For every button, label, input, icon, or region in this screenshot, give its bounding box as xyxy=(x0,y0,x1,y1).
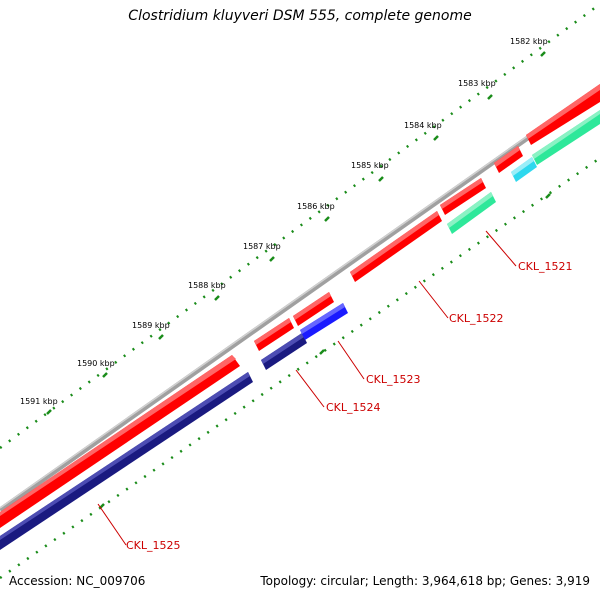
gene-cds-ckl-1521-reverse-top xyxy=(447,192,493,228)
outer-scale xyxy=(0,2,600,450)
tick-label-1582: 1582 kbp xyxy=(510,37,548,46)
major-tick xyxy=(378,176,384,182)
tick-labels: 1582 kbp 1583 kbp 1584 kbp 1585 kbp 1586… xyxy=(20,37,548,406)
major-tick xyxy=(540,51,546,57)
gene-cds-upper-forward-top xyxy=(526,84,600,139)
gene-cds-ckl-1525-reverse-top xyxy=(0,372,250,540)
inner-tick-track xyxy=(0,156,600,580)
major-tick xyxy=(324,216,330,222)
leader-ckl-1525 xyxy=(97,503,127,546)
gene-cds-upper-reverse-top xyxy=(532,110,600,159)
gene-label-lines xyxy=(97,230,517,546)
gene-label-ckl-1521: CKL_1521 xyxy=(518,260,573,273)
gene-cds-small-1-top xyxy=(254,318,291,345)
gene-label-ckl-1523: CKL_1523 xyxy=(366,373,421,386)
gene-label-ckl-1522: CKL_1522 xyxy=(449,312,504,325)
gene-cds-ckl-1525-forward xyxy=(0,355,240,528)
inner-major-tick xyxy=(319,349,325,355)
leader-ckl-1524 xyxy=(295,369,325,408)
gene-cds-ckl-1524-top xyxy=(261,333,304,364)
accession-text: Accession: NC_009706 xyxy=(9,574,146,588)
major-tick xyxy=(158,334,164,340)
tick-label-1589: 1589 kbp xyxy=(132,321,170,330)
tick-label-1588: 1588 kbp xyxy=(188,281,226,290)
leader-ckl-1521 xyxy=(485,230,517,267)
gene-cds-ckl-1525-forward-top xyxy=(0,355,236,516)
gene-cds-small-2-top xyxy=(293,292,331,320)
major-tick xyxy=(46,409,52,415)
leader-ckl-1522 xyxy=(418,280,449,319)
tick-label-1586: 1586 kbp xyxy=(297,202,335,211)
gene-labels: CKL_1521 CKL_1522 CKL_1523 CKL_1524 CKL_… xyxy=(126,260,573,552)
outer-tick-track xyxy=(0,2,600,450)
major-tick xyxy=(102,372,108,378)
major-tick xyxy=(433,135,439,141)
tick-label-1590: 1590 kbp xyxy=(77,359,115,368)
major-tick xyxy=(214,295,220,301)
gene-label-ckl-1525: CKL_1525 xyxy=(126,539,181,552)
gene-label-ckl-1524: CKL_1524 xyxy=(326,401,381,414)
tick-label-1587: 1587 kbp xyxy=(243,242,281,251)
tick-label-1585: 1585 kbp xyxy=(351,161,389,170)
major-tick xyxy=(487,94,493,100)
inner-major-tick xyxy=(545,193,551,199)
tick-label-1591: 1591 kbp xyxy=(20,397,58,406)
map-title: Clostridium kluyveri DSM 555, complete g… xyxy=(128,8,472,24)
gene-cds-ckl-1522-forward-top xyxy=(350,211,439,276)
backbone-highlight xyxy=(0,84,600,509)
inner-scale xyxy=(0,156,600,580)
forward-strand-genes xyxy=(0,84,600,528)
tick-label-1584: 1584 kbp xyxy=(404,121,442,130)
gene-cds-cyan-top xyxy=(511,157,534,176)
leader-ckl-1523 xyxy=(337,340,365,380)
backbone xyxy=(0,84,600,513)
gene-cds-ckl-1525-reverse xyxy=(0,372,253,550)
backbone-line xyxy=(0,84,600,513)
major-tick xyxy=(269,256,275,262)
gene-cds-ckl-1521-forward-top xyxy=(440,178,483,209)
genome-summary-text: Topology: circular; Length: 3,964,618 bp… xyxy=(260,574,590,588)
gene-cds-small-3-top xyxy=(494,146,520,167)
gene-cds-ckl-1523-top xyxy=(300,303,345,334)
tick-label-1583: 1583 kbp xyxy=(458,79,496,88)
reverse-strand-genes xyxy=(0,110,600,550)
